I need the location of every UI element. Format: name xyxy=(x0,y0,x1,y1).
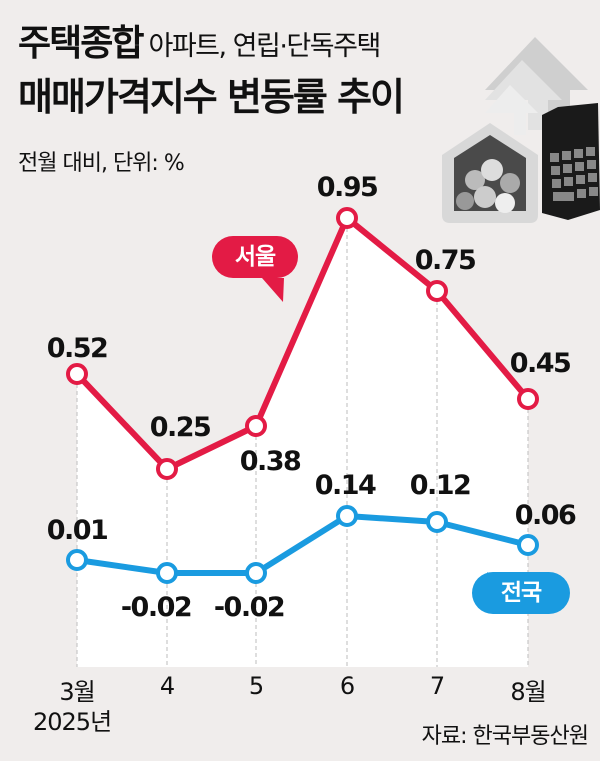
title-main: 주택종합 xyxy=(18,23,144,64)
national-markers xyxy=(66,505,539,584)
national-value-label: 0.01 xyxy=(46,515,109,546)
national-value-label: 0.14 xyxy=(314,470,377,501)
chart-title-line2: 매매가격지수 변동률 추이 xyxy=(18,75,405,119)
seoul-area-fill xyxy=(77,218,528,667)
seoul-value-label: 0.95 xyxy=(316,172,379,203)
seoul-line xyxy=(74,215,531,472)
seoul-legend-bubble: 서울 xyxy=(212,236,298,278)
seoul-bubble-tail xyxy=(262,278,284,302)
seoul-value-label: 0.45 xyxy=(509,348,572,379)
national-line xyxy=(76,513,529,576)
seoul-markers xyxy=(66,207,539,480)
x-axis-label: 4 xyxy=(159,672,175,700)
x-axis-label: 8월 xyxy=(510,678,546,706)
year-label: 2025년 xyxy=(33,708,112,736)
unit-note: 전월 대비, 단위: % xyxy=(18,151,185,176)
seoul-value-label: 0.38 xyxy=(239,446,302,477)
title-sub: 아파트, 연립·단독주택 xyxy=(148,31,381,62)
national-value-label: -0.02 xyxy=(120,592,193,623)
national-value-label: 0.06 xyxy=(514,500,577,531)
chart-title-line1: 주택종합 아파트, 연립·단독주택 xyxy=(18,14,381,66)
seoul-value-label: 0.52 xyxy=(46,333,109,364)
source-note: 자료: 한국부동산원 xyxy=(421,724,589,749)
x-axis-label: 3월 xyxy=(59,678,95,706)
x-axis-label: 6 xyxy=(339,672,355,700)
national-legend-bubble: 전국 xyxy=(472,572,570,614)
seoul-value-label: 0.25 xyxy=(149,412,212,443)
x-axis-label: 5 xyxy=(248,672,264,700)
national-value-label: 0.12 xyxy=(409,470,472,501)
seoul-value-label: 0.75 xyxy=(414,245,477,276)
x-axis-label: 7 xyxy=(429,672,445,700)
national-value-label: -0.02 xyxy=(213,592,286,623)
house-calculator-illustration-icon xyxy=(442,37,600,223)
